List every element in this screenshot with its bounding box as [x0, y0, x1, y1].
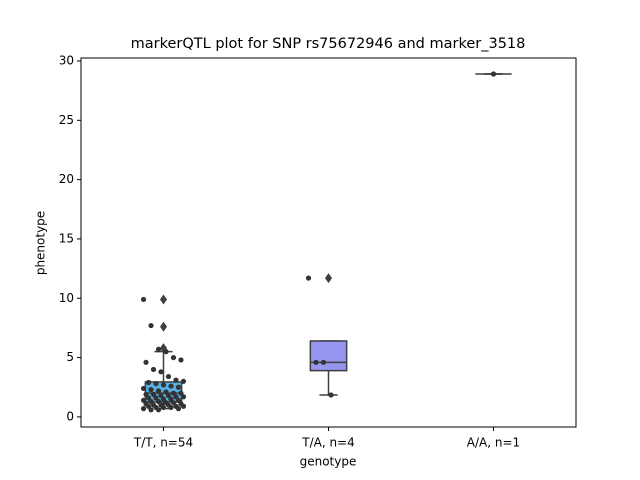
point	[305, 275, 312, 281]
outlier	[325, 273, 332, 284]
point	[180, 394, 187, 400]
y-tick-label: 25	[59, 113, 74, 127]
outlier	[160, 294, 167, 305]
point	[175, 384, 182, 390]
y-tick-label: 0	[66, 409, 74, 423]
point	[160, 404, 167, 411]
point	[145, 379, 152, 386]
point	[168, 383, 174, 389]
point	[328, 392, 334, 398]
point	[143, 359, 149, 365]
point	[180, 403, 187, 409]
y-tick-label: 5	[66, 350, 74, 364]
point	[175, 406, 182, 412]
x-tick-label: T/A, n=4	[301, 436, 355, 450]
x-tick-label: A/A, n=1	[467, 436, 520, 450]
point	[160, 382, 167, 388]
box	[309, 340, 348, 372]
outlier	[160, 321, 167, 332]
x-axis-label: genotype	[300, 455, 357, 469]
point	[140, 296, 147, 303]
y-tick-label: 10	[59, 291, 74, 305]
point	[320, 359, 327, 365]
point	[490, 71, 497, 77]
point	[158, 369, 164, 375]
point	[165, 373, 172, 380]
point	[178, 357, 184, 363]
point	[148, 407, 154, 413]
point	[163, 349, 169, 355]
y-tick-label: 30	[59, 53, 74, 67]
point	[148, 387, 154, 393]
point	[148, 322, 154, 329]
x-tick-label: T/T, n=54	[133, 436, 193, 450]
point	[153, 381, 159, 387]
chart-title: markerQTL plot for SNP rs75672946 and ma…	[131, 36, 526, 52]
point	[313, 359, 319, 365]
point	[170, 354, 177, 361]
point	[180, 378, 187, 384]
plot-frame	[80, 57, 577, 428]
y-tick-label: 15	[59, 231, 74, 245]
point	[155, 388, 162, 394]
point	[155, 346, 162, 352]
point	[140, 385, 147, 392]
point	[140, 406, 147, 412]
point	[150, 366, 157, 373]
y-axis-label: phenotype	[34, 211, 48, 275]
point	[168, 404, 174, 411]
y-tick-label: 20	[59, 172, 74, 186]
point	[173, 377, 179, 383]
point	[155, 407, 162, 413]
